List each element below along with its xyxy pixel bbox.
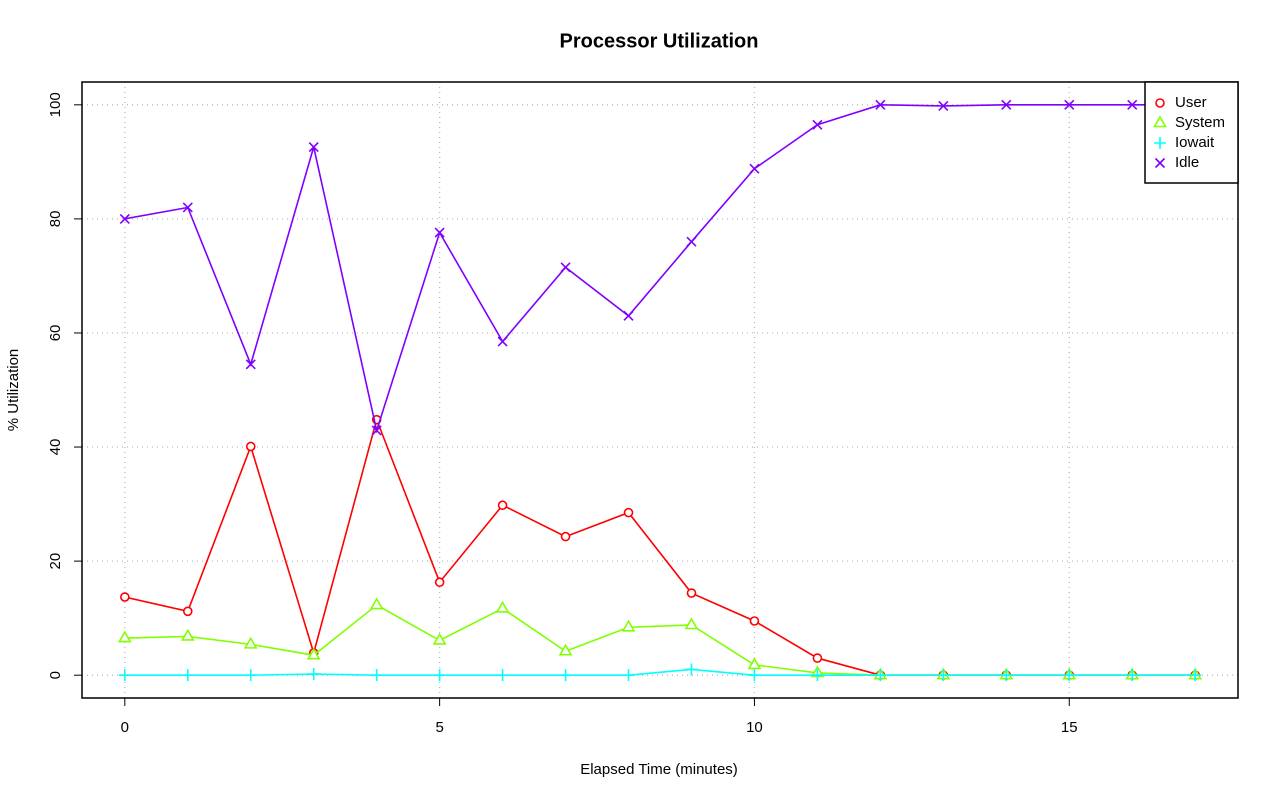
data-point [371,425,382,436]
data-point [1001,99,1012,110]
data-point [497,500,508,511]
data-point [686,588,697,598]
data-point [308,141,319,153]
data-point [434,577,445,588]
legend-label: System [1175,114,1225,131]
y-tick-label: 100 [47,92,64,117]
data-point [558,643,573,656]
data-point [117,630,132,643]
data-point [749,163,760,174]
legend-label: Iowait [1175,134,1215,151]
data-point [181,669,194,682]
y-tick-label: 40 [47,439,64,456]
data-point [496,669,509,682]
data-point [623,310,634,321]
x-tick-label: 5 [435,719,443,736]
series-line [124,604,1196,676]
data-point [938,100,949,112]
data-point [244,669,257,682]
series-line [124,668,1196,676]
data-point [245,359,256,370]
data-point [1127,99,1138,110]
data-point [1063,669,1076,682]
data-point [1064,99,1075,110]
data-point [369,597,384,610]
chart-title: Processor Utilization [560,30,759,52]
x-tick-label: 15 [1061,719,1078,736]
data-point [621,619,636,632]
y-axis-label: % Utilization [5,349,22,432]
data-point [560,531,571,542]
plot-frame [81,81,1239,699]
data-point [120,592,130,602]
data-point [182,202,193,213]
legend-marker [1155,98,1165,108]
data-point [180,628,195,641]
data-point [623,507,634,518]
data-point [119,213,130,224]
data-point [432,632,447,645]
data-point [747,657,762,670]
data-point [307,668,320,681]
data-point [811,669,824,682]
data-point [559,669,572,682]
data-point [306,647,321,660]
y-tick-label: 0 [47,671,64,679]
data-point [243,636,258,649]
data-point [685,663,698,676]
x-axis-label: Elapsed Time (minutes) [580,761,738,778]
data-point [1189,669,1202,682]
data-point [118,669,131,682]
data-point [812,653,823,663]
series-line [124,417,1196,676]
data-point [812,119,823,130]
data-point [622,669,635,682]
data-point [560,262,571,273]
data-point [686,236,697,247]
legend-label: User [1175,94,1207,111]
y-tick-label: 20 [47,553,64,570]
data-point [245,441,256,452]
legend-marker [1154,137,1166,149]
x-tick-label: 0 [121,719,129,736]
data-point [749,616,760,626]
data-point [370,669,383,682]
data-point [1000,669,1013,682]
data-point [497,336,508,347]
data-point [182,606,193,617]
y-tick-label: 80 [47,211,64,228]
data-point [875,99,886,110]
legend-label: Idle [1175,154,1199,171]
series-line [124,104,1196,434]
data-point [1126,669,1139,682]
legend-marker [1154,157,1166,169]
legend-marker [1153,115,1167,128]
data-point [937,669,950,682]
legend: User System Iowait Idle [1144,81,1239,184]
data-point [748,669,761,682]
y-tick-label: 60 [47,325,64,342]
data-point [495,600,510,613]
data-point [874,669,887,682]
data-point [433,669,446,682]
x-tick-label: 10 [746,719,763,736]
data-point [434,227,445,238]
data-point [684,617,699,630]
